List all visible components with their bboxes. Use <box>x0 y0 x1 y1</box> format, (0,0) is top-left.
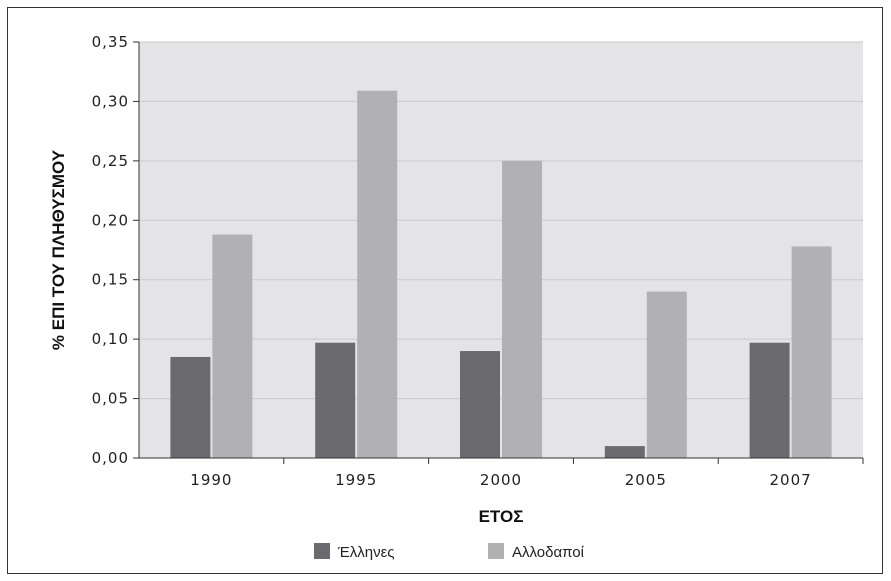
x-tick-label: 1990 <box>190 471 232 489</box>
x-tick-label: 2007 <box>770 471 812 489</box>
y-tick-label: 0,35 <box>92 33 129 51</box>
gridlines <box>139 41 863 400</box>
y-tick-label: 0,20 <box>92 211 129 229</box>
bar-2007-series-1 <box>791 246 832 458</box>
y-tick-label: 0,00 <box>92 449 129 467</box>
bar-1995-series-1 <box>357 90 398 458</box>
y-tick-label: 0,05 <box>92 390 129 408</box>
x-tick-labels: 1990 1995 2000 2005 2007 <box>190 471 812 489</box>
legend-swatch-ellines <box>314 543 330 559</box>
axes <box>133 41 864 464</box>
x-tick-label: 2000 <box>480 471 522 489</box>
bar-2000-series-1 <box>502 160 542 458</box>
bar-1995-series-0 <box>315 342 356 458</box>
bar-2005-series-0 <box>604 446 645 458</box>
y-tick-labels: 0,00 0,05 0,10 0,15 0,20 0,25 0,30 0,35 <box>92 33 129 467</box>
bars <box>170 90 832 458</box>
y-tick-label: 0,30 <box>92 92 129 110</box>
legend-label-ellines: Έλληνες <box>337 544 395 561</box>
bar-2007-series-0 <box>749 342 790 458</box>
legend-swatch-allodapoi <box>488 543 504 559</box>
x-tick-label: 2005 <box>625 471 667 489</box>
bar-1990-series-0 <box>170 356 211 458</box>
legend: Έλληνες Αλλοδαποί <box>314 543 585 561</box>
bar-2000-series-0 <box>460 351 500 458</box>
y-tick-label: 0,15 <box>92 271 129 289</box>
x-tick-label: 1995 <box>335 471 377 489</box>
x-axis-title: ΕΤΟΣ <box>479 507 524 526</box>
y-axis-title: % ΕΠΙ ΤΟΥ ΠΛΗΘΥΣΜΟΥ <box>49 149 68 350</box>
bar-1990-series-1 <box>212 234 253 458</box>
y-tick-label: 0,25 <box>92 152 129 170</box>
plot-area <box>139 42 863 458</box>
bar-2005-series-1 <box>646 291 687 458</box>
y-tick-label: 0,10 <box>92 330 129 348</box>
legend-label-allodapoi: Αλλοδαποί <box>512 544 585 561</box>
